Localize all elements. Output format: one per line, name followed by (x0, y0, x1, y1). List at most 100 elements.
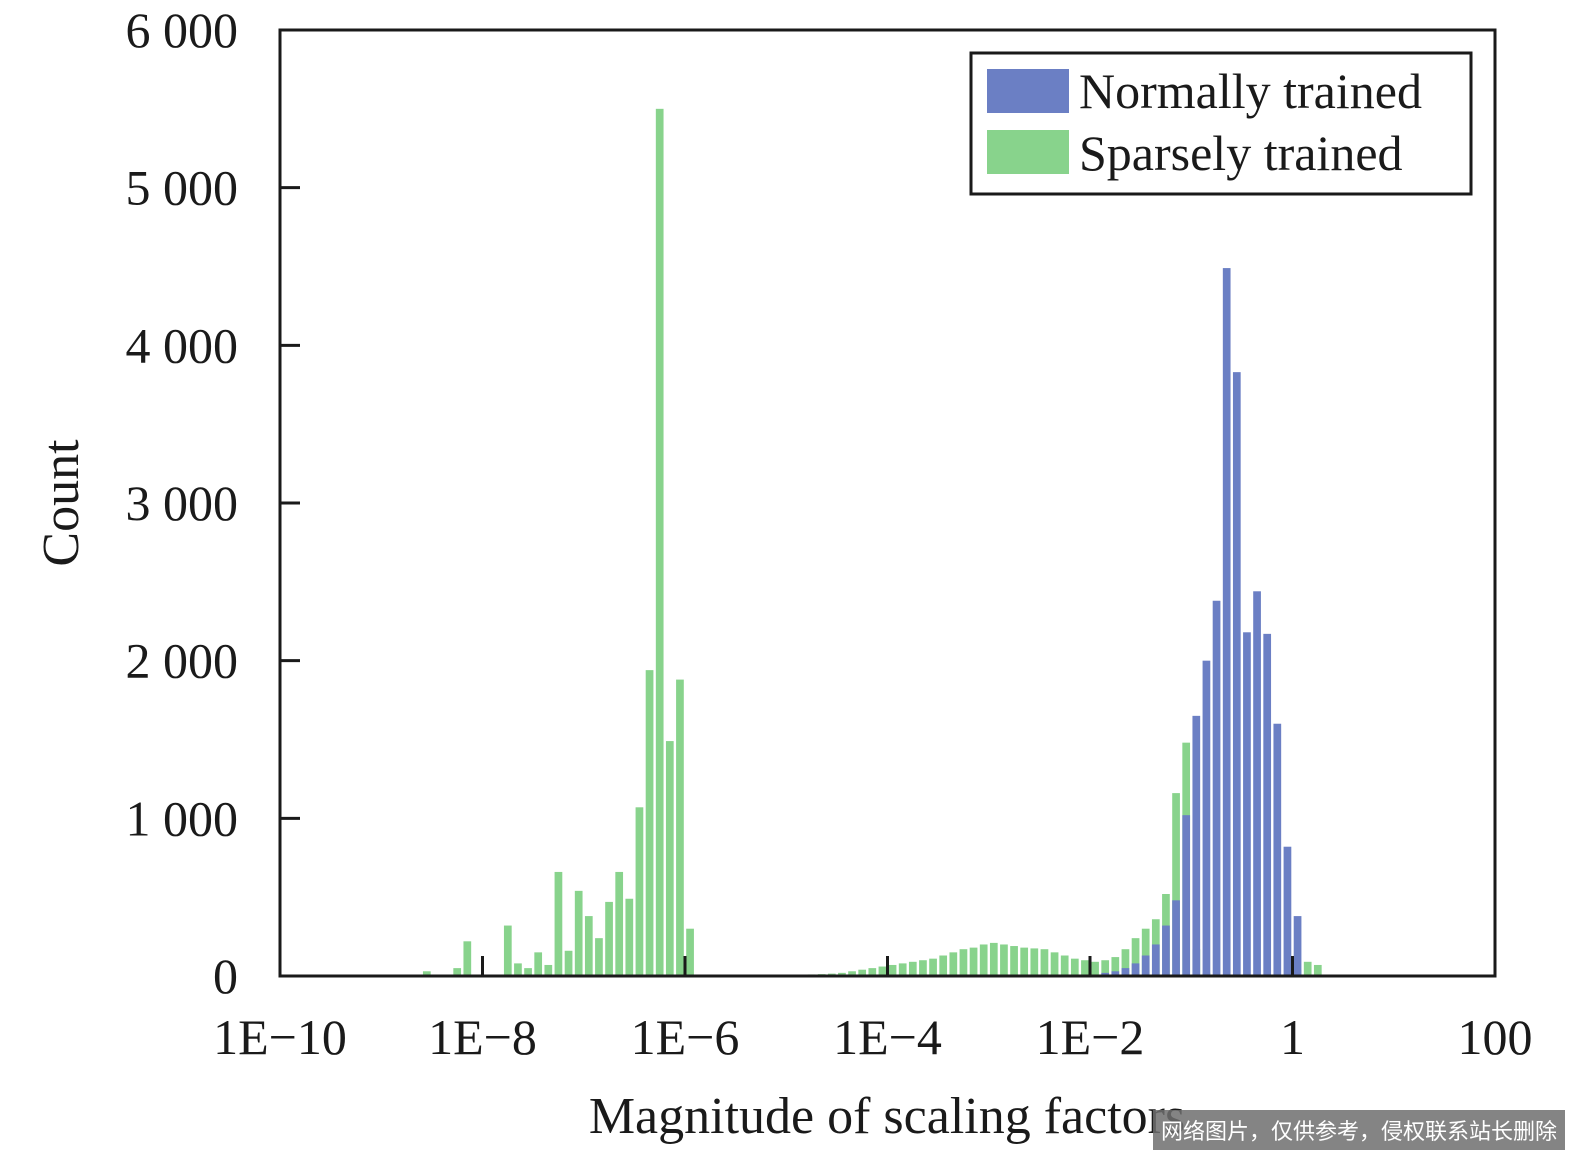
sparse-bar (615, 871, 624, 976)
sparse-bar (605, 901, 613, 976)
y-axis-ticks: 0 1 000 2 000 3 000 4 000 5 000 6 000 (126, 2, 300, 1004)
sparse-bar (463, 941, 472, 976)
sparse-bar (959, 949, 968, 976)
watermark: 网络图片，仅供参考，侵权联系站长删除 (1152, 1110, 1565, 1150)
sparse-bar (584, 916, 593, 976)
sparse-bar (1091, 961, 1099, 976)
normal-bar (1162, 925, 1170, 976)
sparse-bar (1303, 961, 1312, 976)
legend-label-normal: Normally trained (1079, 63, 1422, 119)
normal-bar (1172, 900, 1180, 976)
x-tick-label: 100 (1458, 1009, 1533, 1065)
y-tick-label: 2 000 (126, 633, 239, 689)
sparse-bar (939, 955, 948, 976)
sparse-bar (1000, 944, 1008, 976)
sparse-bar (1060, 955, 1069, 976)
sparse-bar (858, 969, 867, 976)
x-tick-label: 1E−10 (213, 1009, 347, 1065)
y-tick-label: 1 000 (126, 790, 239, 846)
sparse-bar (1172, 793, 1180, 976)
sparse-bar (1030, 948, 1039, 976)
sparse-bar (929, 958, 937, 976)
normal-bar (1212, 600, 1221, 976)
sparse-bar (989, 942, 998, 976)
x-tick-label: 1E−6 (631, 1009, 740, 1065)
normal-bar (1283, 846, 1292, 976)
sparse-bar (1121, 949, 1130, 976)
sparse-bar (898, 963, 907, 976)
sparse-bar (686, 928, 694, 976)
normal-series-bars (1101, 268, 1302, 977)
sparse-bar (595, 938, 603, 976)
sparse-bar (554, 871, 563, 976)
sparse-bar (665, 741, 674, 976)
x-tick-label: 1E−8 (428, 1009, 537, 1065)
sparse-bar (1141, 928, 1150, 976)
sparse-series-bars (422, 108, 1322, 976)
legend: Normally trained Sparsely trained (969, 51, 1473, 196)
normal-bar (1111, 971, 1120, 976)
y-tick-label: 4 000 (126, 317, 239, 373)
normal-bar (1202, 660, 1211, 976)
sparse-bar (564, 950, 573, 976)
normal-bar (1232, 372, 1241, 976)
sparse-bar (422, 971, 431, 976)
sparse-bar (1010, 946, 1018, 976)
legend-label-sparse: Sparsely trained (1079, 125, 1403, 181)
y-tick-label: 3 000 (126, 475, 239, 531)
sparse-bar (544, 964, 553, 976)
sparse-bar (888, 964, 897, 976)
sparse-bar (908, 961, 917, 976)
sparse-bar (878, 966, 887, 976)
legend-swatch-sparse (987, 130, 1069, 174)
y-axis-title: Count (33, 439, 90, 567)
normal-bar (1182, 815, 1191, 976)
sparse-bar (949, 952, 958, 976)
sparse-bar (1050, 952, 1059, 976)
sparse-bar (1131, 938, 1140, 976)
sparse-bar (524, 968, 532, 976)
sparse-bar (1040, 949, 1049, 976)
normal-bar (1121, 968, 1130, 976)
normal-bar (1293, 916, 1302, 976)
sparse-bar (1070, 958, 1079, 976)
x-tick-label: 1 (1280, 1009, 1305, 1065)
sparse-bar (453, 968, 462, 976)
x-axis-title: Magnitude of scaling factors (589, 1088, 1185, 1145)
sparse-bar (969, 947, 978, 976)
sparse-bar (979, 944, 988, 976)
sparse-bar (919, 960, 927, 976)
sparse-bar (655, 108, 664, 976)
sparse-bar (1101, 960, 1110, 976)
sparse-bar (1111, 957, 1120, 976)
sparse-bar (645, 670, 654, 976)
sparse-bar (1081, 960, 1089, 976)
sparse-bar (1020, 947, 1029, 976)
y-tick-label: 5 000 (126, 160, 239, 216)
sparse-bar (534, 952, 543, 976)
normal-bar (1253, 591, 1261, 976)
normal-bar (1131, 963, 1140, 976)
normal-bar (1151, 944, 1160, 976)
sparse-bar (574, 890, 583, 976)
sparse-bar (838, 972, 846, 976)
sparse-bar (1313, 964, 1322, 976)
normal-bar (1141, 955, 1150, 976)
normal-bar (1273, 723, 1282, 976)
normal-bar (1243, 632, 1251, 976)
y-tick-label: 6 000 (126, 2, 239, 58)
y-tick-label: 0 (213, 948, 238, 1004)
normal-bar (1263, 633, 1272, 976)
x-axis-ticks: 1E−10 1E−8 1E−6 1E−4 1E−2 1 100 (213, 956, 1533, 1065)
sparse-bar (503, 925, 512, 976)
sparse-bar (635, 807, 644, 976)
x-tick-label: 1E−2 (1036, 1009, 1145, 1065)
sparse-bar (868, 968, 877, 976)
sparse-bar (848, 971, 856, 976)
legend-swatch-normal (987, 69, 1069, 113)
sparse-bar (676, 679, 684, 976)
normal-bar (1222, 268, 1231, 977)
normal-bar (1101, 972, 1110, 976)
sparse-bar (625, 898, 634, 976)
x-tick-label: 1E−4 (833, 1009, 942, 1065)
